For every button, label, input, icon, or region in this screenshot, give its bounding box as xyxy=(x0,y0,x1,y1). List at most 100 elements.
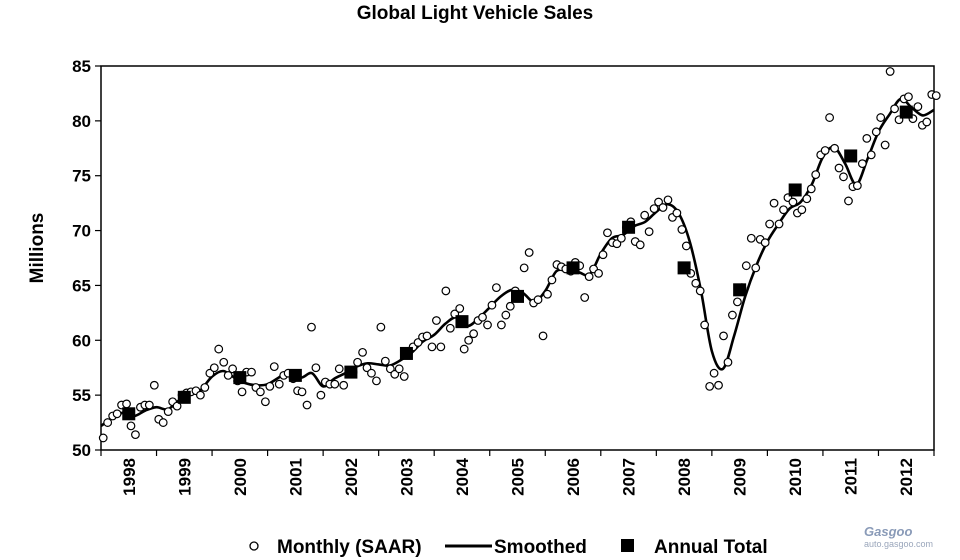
monthly-point xyxy=(681,241,691,251)
legend: Monthly (SAAR) Smoothed Annual Total xyxy=(249,537,768,558)
monthly-point xyxy=(265,381,275,391)
x-tick-label: 2000 xyxy=(231,458,250,496)
monthly-point xyxy=(330,379,340,389)
monthly-point xyxy=(733,297,742,307)
chart-title: Global Light Vehicle Sales xyxy=(357,3,594,24)
monthly-point xyxy=(358,347,367,357)
monthly-point xyxy=(788,197,798,207)
monthly-point xyxy=(866,150,876,160)
monthly-point xyxy=(876,113,886,122)
monthly-point xyxy=(871,127,881,137)
annual-point xyxy=(566,261,580,275)
monthly-point xyxy=(533,295,543,305)
monthly-point xyxy=(478,312,487,322)
x-tick-label: 2005 xyxy=(509,458,528,496)
monthly-point xyxy=(432,316,441,325)
monthly-point xyxy=(149,380,159,390)
legend-smoothed-label: Smoothed xyxy=(494,537,587,558)
monthly-point xyxy=(524,248,534,257)
annual-point xyxy=(788,183,802,197)
monthly-point xyxy=(122,399,131,409)
monthly-point xyxy=(219,357,229,367)
monthly-point xyxy=(603,228,612,238)
monthly-point xyxy=(839,172,848,182)
y-tick-label: 60 xyxy=(72,331,91,350)
monthly-point xyxy=(802,194,812,204)
monthly-point xyxy=(922,117,932,127)
x-tick-label: 2001 xyxy=(286,458,305,496)
watermark-logo: Gasgoo xyxy=(864,524,913,539)
annual-point xyxy=(233,371,247,385)
x-tick-label: 2010 xyxy=(786,458,805,496)
monthly-point xyxy=(584,272,594,282)
monthly-point xyxy=(339,380,349,390)
y-axis-label: Millions xyxy=(27,213,48,284)
x-tick-label: 1999 xyxy=(175,458,194,496)
monthly-point xyxy=(904,92,913,102)
monthly-point xyxy=(307,322,316,332)
monthly-point xyxy=(427,342,437,352)
monthly-point xyxy=(372,376,381,386)
monthly-point xyxy=(196,390,205,400)
x-tick-label: 1998 xyxy=(120,458,139,496)
monthly-point xyxy=(751,263,761,273)
monthly-point xyxy=(316,390,326,400)
monthly-point xyxy=(825,113,834,122)
annual-point xyxy=(177,390,191,404)
monthly-point xyxy=(741,261,751,271)
monthly-point xyxy=(380,356,390,366)
monthly-point xyxy=(728,310,737,320)
monthly-point xyxy=(394,364,404,374)
monthly-point xyxy=(459,344,469,354)
monthly-point xyxy=(436,342,446,352)
monthly-point xyxy=(760,238,770,248)
monthly-point xyxy=(714,380,723,390)
monthly-point xyxy=(131,430,140,440)
monthly-point xyxy=(483,320,492,330)
monthly-point xyxy=(695,286,705,296)
annual-point xyxy=(844,149,858,163)
monthly-point xyxy=(172,401,182,411)
monthly-point xyxy=(496,320,506,330)
monthly-point xyxy=(501,310,511,320)
monthly-point xyxy=(852,181,862,190)
monthly-point xyxy=(834,163,844,173)
monthly-point xyxy=(112,409,122,419)
monthly-point xyxy=(103,418,113,427)
x-tick-label: 2011 xyxy=(842,458,861,495)
monthly-point xyxy=(255,387,265,397)
monthly-point xyxy=(862,134,872,143)
monthly-point xyxy=(890,104,899,114)
monthly-point xyxy=(297,387,307,397)
monthly-point xyxy=(644,227,654,237)
monthly-point xyxy=(455,304,465,313)
monthly-point xyxy=(399,372,409,381)
x-tick-label: 2007 xyxy=(620,458,639,496)
legend-monthly-label: Monthly (SAAR) xyxy=(277,537,422,558)
monthly-point xyxy=(163,407,173,417)
monthly-point xyxy=(422,331,432,341)
annual-point xyxy=(288,368,302,382)
monthly-point xyxy=(844,196,853,206)
monthly-point xyxy=(464,335,474,345)
monthly-point xyxy=(126,421,136,431)
monthly-point xyxy=(519,263,529,273)
monthly-point xyxy=(302,400,312,410)
legend-annual-label: Annual Total xyxy=(654,537,768,558)
monthly-point xyxy=(469,329,479,339)
monthly-point xyxy=(931,91,941,101)
annual-point xyxy=(455,315,469,329)
watermark-url: auto.gasgoo.com xyxy=(864,539,934,549)
monthly-point xyxy=(223,370,233,380)
legend-monthly-marker xyxy=(249,541,259,551)
monthly-point xyxy=(723,357,733,367)
monthly-point xyxy=(158,418,168,427)
monthly-point xyxy=(445,323,455,333)
monthly-point xyxy=(228,364,238,374)
annual-point xyxy=(677,261,691,275)
annual-point xyxy=(733,283,747,297)
annual-point xyxy=(899,105,913,119)
monthly-point xyxy=(635,240,645,250)
monthly-point xyxy=(700,320,710,330)
